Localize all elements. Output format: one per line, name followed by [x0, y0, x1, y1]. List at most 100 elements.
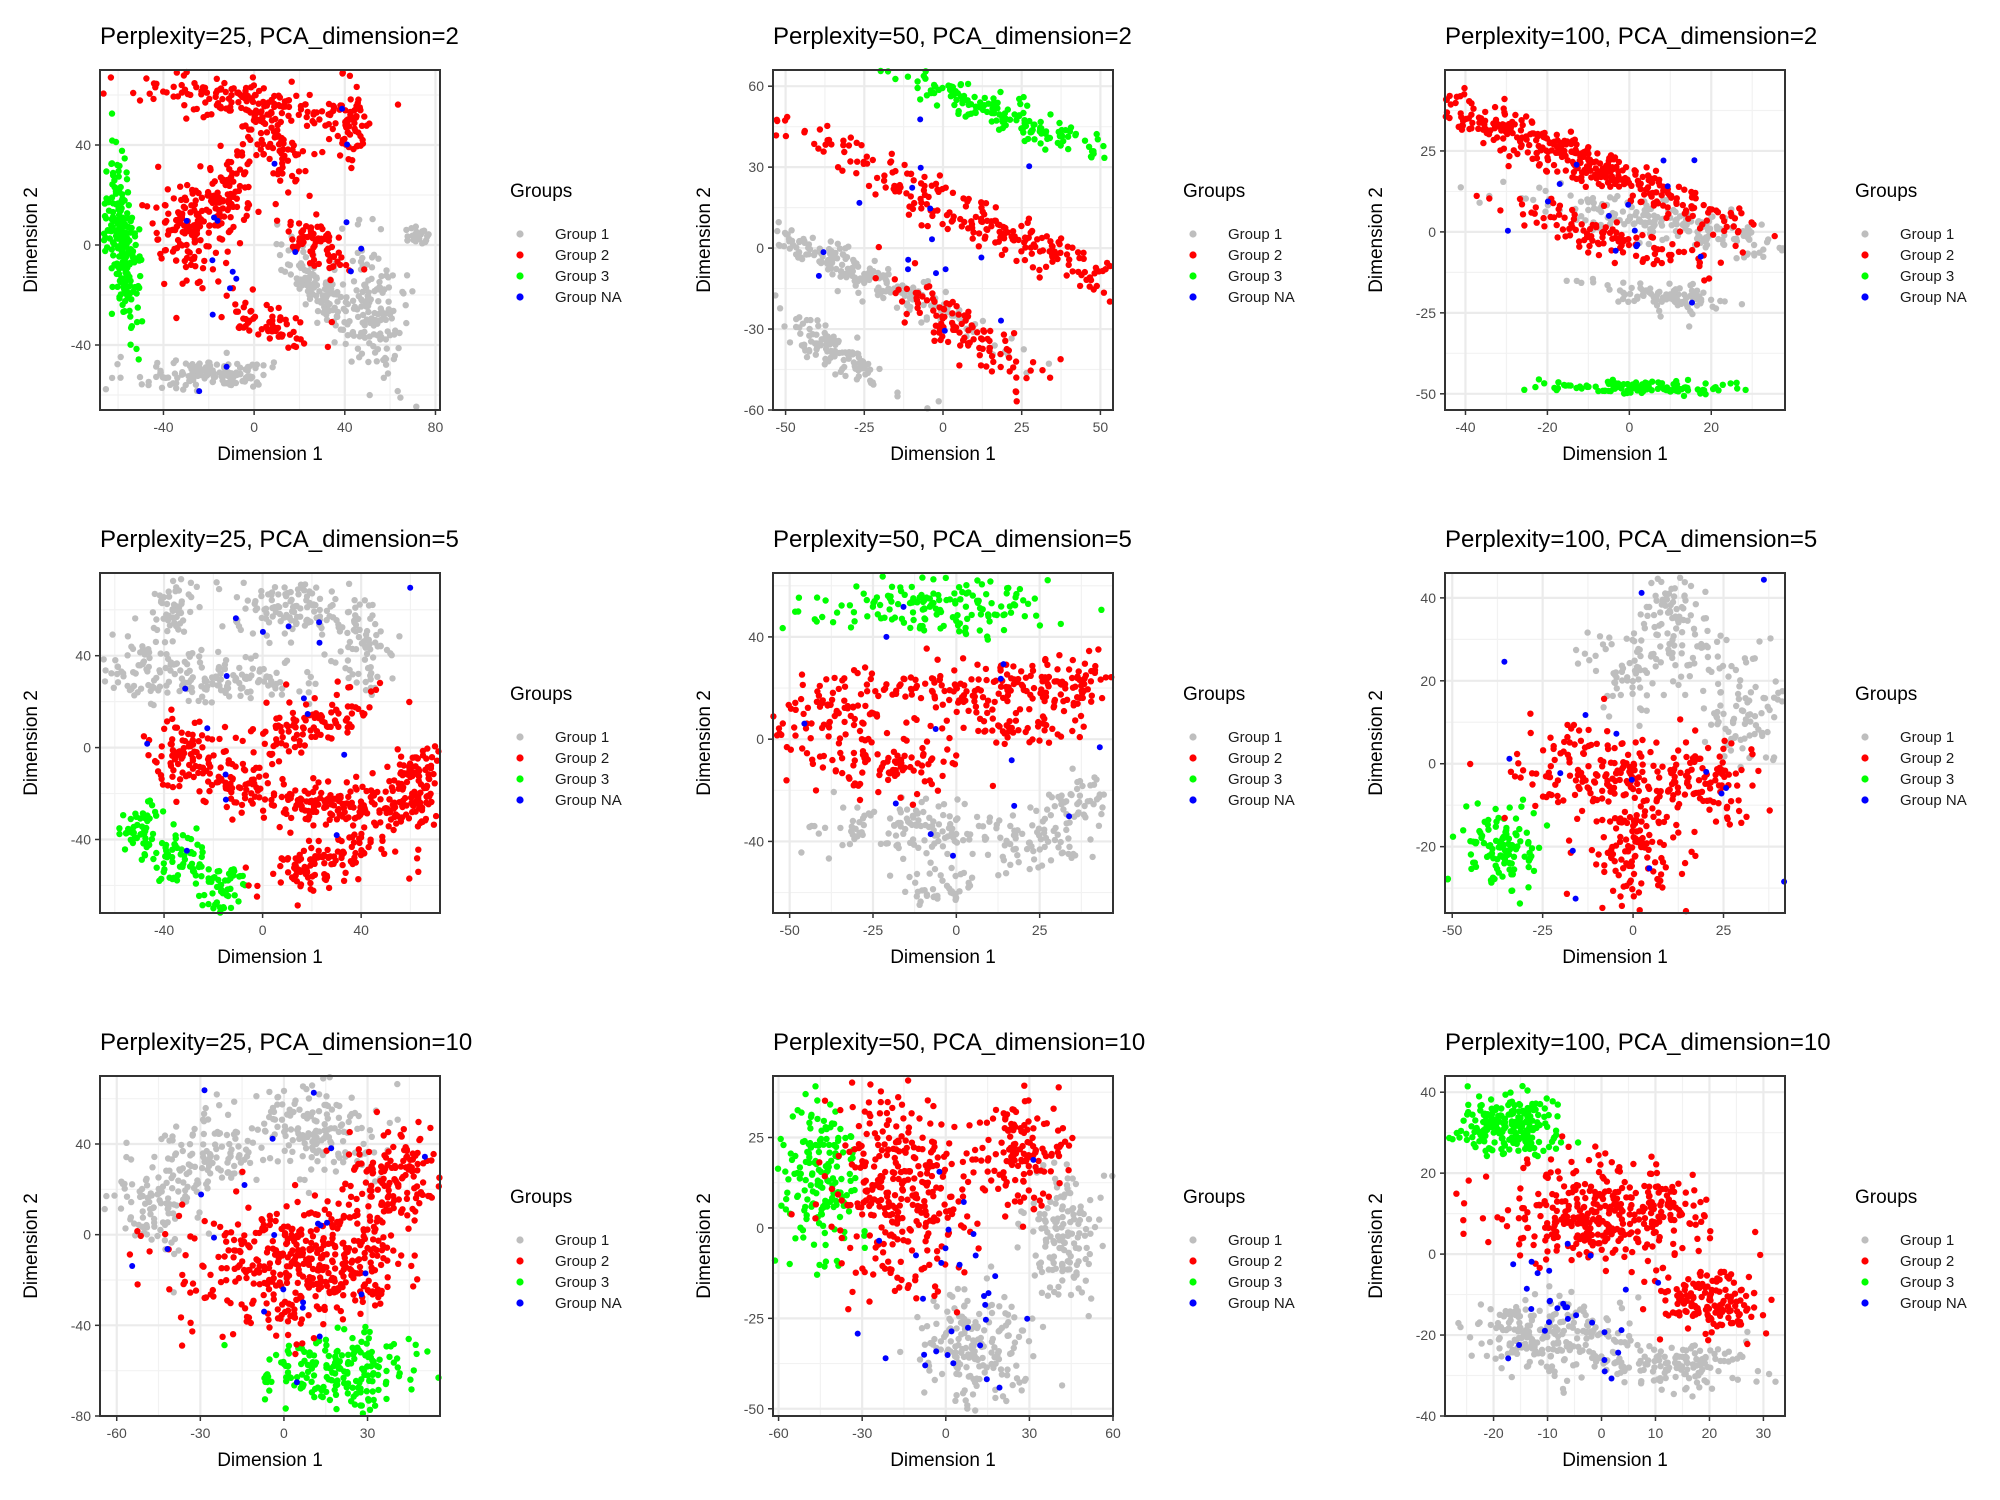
data-point [121, 197, 128, 204]
data-point [192, 187, 199, 194]
data-point [1012, 594, 1019, 601]
data-point [232, 734, 239, 741]
data-point [918, 199, 925, 206]
data-point [311, 262, 318, 269]
data-point [1680, 248, 1688, 256]
data-point [332, 720, 340, 727]
data-point [374, 346, 382, 353]
data-point [363, 316, 371, 323]
data-point [244, 597, 251, 604]
data-point [307, 879, 314, 887]
data-point [359, 311, 367, 319]
data-point [344, 300, 351, 308]
data-point [1032, 243, 1039, 250]
data-point [229, 760, 236, 768]
data-point [267, 590, 274, 597]
data-point [249, 286, 256, 293]
data-point [308, 733, 315, 741]
data-point [364, 301, 371, 309]
data-point [891, 614, 899, 621]
data-point [219, 197, 227, 204]
data-point [278, 793, 285, 801]
data-point [851, 618, 858, 625]
data-point [262, 615, 270, 622]
data-point [339, 105, 346, 112]
data-point [321, 804, 328, 811]
x-tick-label: 80 [428, 419, 444, 435]
data-point [136, 373, 144, 381]
data-point [998, 603, 1005, 610]
data-point [1006, 116, 1014, 123]
data-point [237, 872, 244, 880]
data-point [277, 138, 285, 146]
data-point [969, 850, 976, 858]
data-point [212, 249, 220, 256]
data-point [792, 323, 800, 331]
data-point [346, 131, 354, 138]
data-point [245, 780, 252, 787]
data-point [181, 658, 188, 665]
data-point [127, 815, 134, 823]
data-point [314, 307, 322, 315]
data-point [1103, 259, 1111, 267]
data-point [131, 692, 138, 699]
data-point [940, 305, 947, 313]
data-point [1656, 176, 1663, 183]
y-tick-label: -60 [744, 402, 764, 418]
data-point [1553, 221, 1560, 229]
data-point [871, 257, 878, 265]
data-point [363, 635, 370, 643]
data-point [233, 195, 240, 202]
data-point [205, 208, 213, 215]
data-point [964, 80, 972, 88]
data-point [1550, 161, 1558, 169]
data-point [1044, 577, 1051, 584]
data-point [222, 88, 229, 96]
data-point [1567, 192, 1574, 199]
data-point [929, 886, 937, 893]
data-point [364, 296, 371, 304]
data-point [1076, 792, 1084, 799]
data-point [348, 710, 356, 717]
data-point [904, 302, 911, 309]
data-point [121, 279, 128, 287]
data-point [1074, 778, 1081, 786]
data-point [854, 158, 861, 165]
data-point [1658, 380, 1666, 387]
data-point [1486, 195, 1493, 202]
data-point [1609, 226, 1616, 233]
data-point [1730, 223, 1737, 230]
data-point [997, 363, 1004, 371]
data-point [110, 684, 118, 691]
data-point [372, 686, 380, 693]
data-point [879, 573, 886, 580]
data-point [353, 679, 360, 686]
data-point [358, 303, 365, 310]
data-point [973, 709, 980, 716]
data-point [329, 701, 336, 708]
data-point [232, 188, 239, 195]
data-point [873, 174, 881, 182]
data-point [881, 614, 888, 621]
data-point [872, 191, 879, 198]
data-point [1029, 359, 1037, 366]
data-point [953, 685, 961, 692]
data-point [962, 630, 970, 638]
data-point [136, 257, 143, 264]
data-point [872, 688, 879, 695]
data-point [215, 876, 222, 884]
data-point [284, 869, 292, 876]
data-point [844, 351, 851, 358]
data-point [1634, 387, 1641, 394]
data-point [108, 110, 116, 117]
data-point [779, 624, 786, 632]
data-point [165, 210, 172, 217]
data-point [170, 195, 177, 202]
data-point [381, 850, 388, 857]
data-point [222, 771, 229, 778]
data-point [182, 360, 190, 367]
data-point [296, 688, 303, 695]
y-tick-label: -40 [71, 337, 91, 353]
data-point [102, 667, 109, 674]
